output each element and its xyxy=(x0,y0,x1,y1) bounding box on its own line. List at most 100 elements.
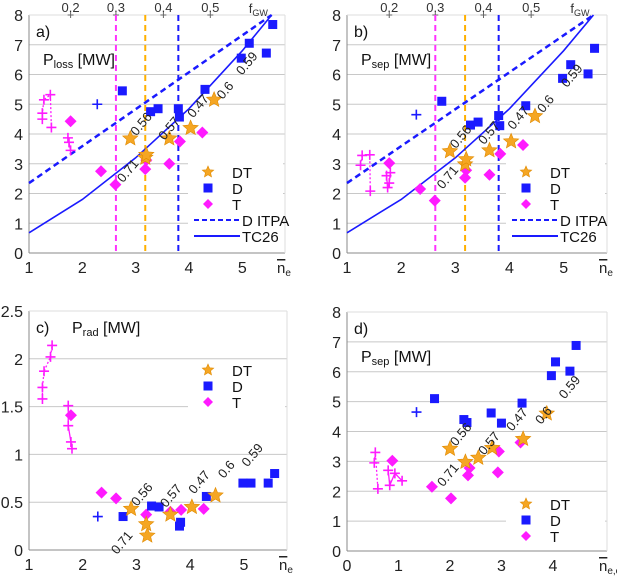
star-marker xyxy=(538,404,556,421)
cross-marker xyxy=(62,132,73,143)
d-itpa-line xyxy=(28,13,273,185)
square-marker xyxy=(494,111,504,121)
data-label: 0.59 xyxy=(556,372,584,401)
square-marker xyxy=(430,394,440,404)
top-tick-label: 0.5 xyxy=(522,0,540,15)
diamond-marker xyxy=(459,171,472,184)
diamond-marker xyxy=(445,492,457,505)
x-tick-label: 1 xyxy=(25,260,34,277)
y-tick-label: 7 xyxy=(332,335,341,352)
square-marker xyxy=(521,101,531,111)
data-label: 0.71 xyxy=(434,460,462,489)
legend-entry-label: T xyxy=(550,197,559,214)
top-tick-mark xyxy=(480,12,487,18)
diamond-marker xyxy=(173,135,186,148)
x-tick-label: 2 xyxy=(78,557,87,574)
cross-marker xyxy=(47,340,58,351)
x-tick-label: 4 xyxy=(186,557,195,574)
top-tick-mark xyxy=(207,12,214,18)
legend-entry-label: DT xyxy=(550,165,570,182)
square-marker xyxy=(495,121,505,131)
star-marker xyxy=(183,498,201,515)
y-tick-label: 2 xyxy=(14,187,23,204)
square-marker xyxy=(521,515,531,525)
cross-marker xyxy=(38,94,49,105)
diamond-marker xyxy=(109,178,122,191)
y-tick-label: 1 xyxy=(14,447,23,464)
star-marker xyxy=(519,497,533,510)
cross-marker xyxy=(372,483,383,494)
panel-label: c) xyxy=(36,320,49,337)
y-tick-label: 3 xyxy=(14,157,23,174)
y-tick-label: 2.5 xyxy=(1,304,23,321)
cross-marker xyxy=(63,420,74,431)
square-marker xyxy=(174,112,184,122)
cross-marker xyxy=(384,480,395,491)
y-tick-label: 2 xyxy=(14,352,23,369)
square-marker xyxy=(146,107,156,117)
y-tick-label: 2 xyxy=(332,187,341,204)
cross-marker xyxy=(369,457,380,468)
x-tick-label: 0 xyxy=(343,558,352,575)
data-label: 0.71 xyxy=(108,528,136,557)
square-marker xyxy=(486,408,496,418)
square-marker xyxy=(566,60,576,70)
x-tick-label: 2 xyxy=(78,260,87,277)
square-marker xyxy=(590,43,600,53)
top-tick-mark xyxy=(386,12,393,18)
cross-marker xyxy=(384,178,395,189)
x-axis-label: ne,edge xyxy=(599,558,617,576)
y-tick-label: 0 xyxy=(14,543,23,560)
star-marker xyxy=(457,150,475,167)
top-tick-label: 0.4 xyxy=(474,0,492,15)
cross-marker xyxy=(364,149,375,160)
cross-marker xyxy=(92,511,103,522)
legend-entry-label: T xyxy=(550,529,559,546)
y-tick-label: 7 xyxy=(14,38,23,55)
square-marker xyxy=(565,366,575,376)
data-label: 0.59 xyxy=(558,61,586,90)
x-tick-label: 2 xyxy=(446,558,455,575)
square-marker xyxy=(244,38,254,48)
star-marker xyxy=(182,119,199,136)
star-marker xyxy=(441,142,459,159)
cross-marker xyxy=(65,145,76,156)
star-marker xyxy=(162,505,179,522)
y-tick-label: 0 xyxy=(14,246,23,263)
connector-line xyxy=(387,470,403,488)
data-label: 0.71 xyxy=(434,163,462,192)
panel-title: Psep [MW] xyxy=(361,349,431,368)
cross-marker xyxy=(37,382,48,393)
y-tick-label: 2 xyxy=(332,484,341,501)
y-tick-label: 1 xyxy=(332,216,341,233)
star-marker xyxy=(441,440,459,456)
cross-marker xyxy=(37,108,48,119)
star-marker xyxy=(526,107,544,124)
square-marker xyxy=(268,20,278,30)
panel-label: d) xyxy=(354,321,368,338)
connector-line xyxy=(385,172,391,188)
y-tick-label: 5 xyxy=(332,97,341,114)
legend-entry-label: TC26 xyxy=(242,229,279,246)
top-tick-label: 0.3 xyxy=(107,0,125,15)
diamond-marker xyxy=(386,454,399,467)
star-marker xyxy=(137,146,155,162)
y-tick-label: 5 xyxy=(14,97,23,114)
square-marker xyxy=(558,73,568,83)
cross-marker xyxy=(65,436,76,447)
square-marker xyxy=(517,398,527,408)
diamond-marker xyxy=(521,531,531,541)
star-marker xyxy=(207,486,224,503)
diamond-marker xyxy=(175,503,188,516)
legend-entry-label: T xyxy=(232,197,241,214)
square-marker xyxy=(154,502,164,512)
panel-c: 00.511.522.51 2 3 4 5 nec) Prad [MW]DTDT0.710.… xyxy=(1,304,294,576)
cross-marker xyxy=(67,443,77,454)
x-tick-label: 3 xyxy=(132,557,141,574)
diamond-marker xyxy=(517,139,530,152)
legend-entry-label: DT xyxy=(232,363,252,380)
top-axis-label: fGW xyxy=(249,1,269,18)
cross-marker xyxy=(370,447,381,458)
